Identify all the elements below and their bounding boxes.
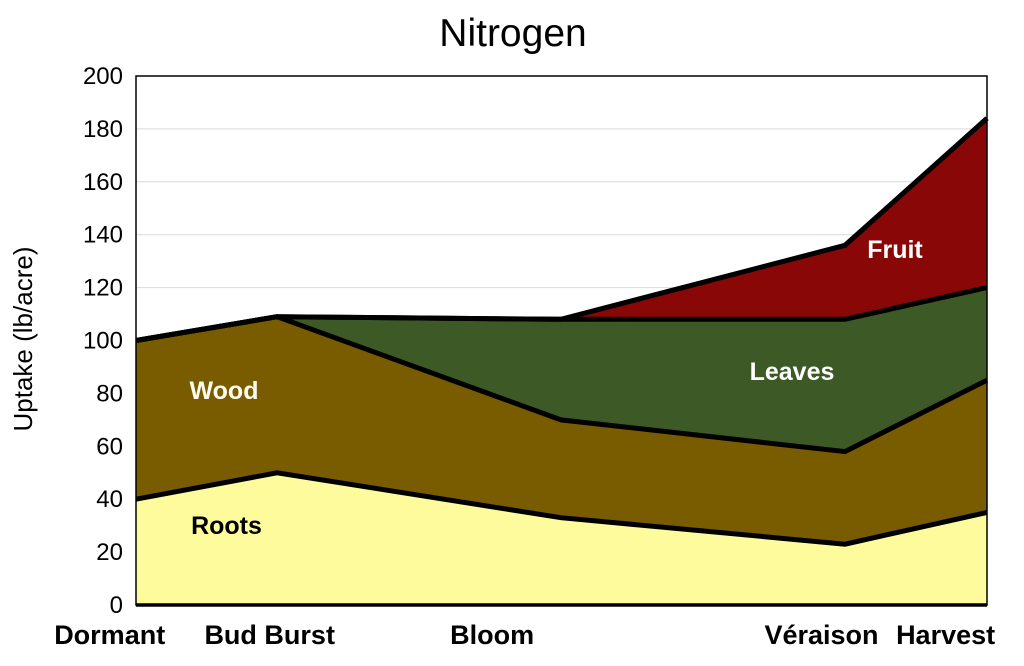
svg-text:Nitrogen: Nitrogen (439, 12, 586, 55)
svg-text:160: 160 (83, 169, 123, 196)
svg-text:Wood: Wood (190, 377, 259, 405)
svg-text:Harvest: Harvest (896, 620, 995, 650)
svg-text:Dormant: Dormant (54, 620, 165, 650)
svg-text:120: 120 (83, 275, 123, 302)
svg-text:Uptake (lb/acre): Uptake (lb/acre) (8, 247, 38, 432)
svg-text:Roots: Roots (191, 512, 262, 540)
svg-text:Bud Burst: Bud Burst (204, 620, 335, 650)
svg-text:140: 140 (83, 222, 123, 249)
svg-text:180: 180 (83, 116, 123, 143)
svg-text:Bloom: Bloom (450, 620, 534, 650)
svg-text:40: 40 (96, 486, 123, 513)
svg-text:0: 0 (110, 592, 123, 619)
svg-text:80: 80 (96, 380, 123, 407)
svg-text:Leaves: Leaves (750, 358, 835, 386)
svg-text:100: 100 (83, 328, 123, 355)
svg-text:60: 60 (96, 433, 123, 460)
svg-text:20: 20 (96, 539, 123, 566)
svg-text:Fruit: Fruit (867, 236, 923, 264)
svg-text:200: 200 (83, 63, 123, 90)
svg-text:Véraison: Véraison (764, 620, 878, 650)
